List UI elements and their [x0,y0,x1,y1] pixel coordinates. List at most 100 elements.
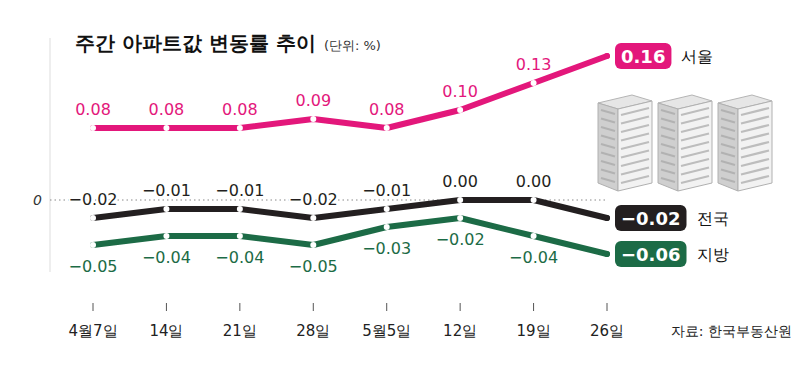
point-marker [384,125,390,131]
building-window [741,176,769,183]
point-marker [237,125,243,131]
series-name: 서울 [681,47,713,66]
building-window [601,161,615,165]
building-window [621,108,649,115]
building-window [621,159,649,166]
data-label: −0.01 [362,181,411,200]
building-window [601,110,615,114]
building-window [681,151,709,158]
building-window [661,119,675,123]
building-window [661,110,675,114]
point-marker [237,206,243,212]
data-label: 0.10 [442,82,478,101]
point-marker [604,53,610,59]
x-tick [166,303,167,311]
end-label: −0.06지방 [615,241,729,267]
data-label: 0.00 [516,172,552,191]
building-window [681,117,709,124]
building-window [661,153,675,157]
building-window [621,168,649,175]
y-axis [50,38,51,272]
data-label: 0.00 [442,172,478,191]
building-window [721,153,735,157]
y-tick-label: 0 [33,192,42,208]
x-tick [460,303,461,311]
x-tick-label: 21일 [223,322,257,340]
building-window [721,136,735,140]
end-label-box [615,241,687,267]
building-icon [598,95,772,191]
building-front [738,101,772,191]
x-tick-label: 12일 [443,322,477,340]
title: 주간 아파트값 변동률 추이 [75,31,316,55]
end-value-label: −0.02 [621,208,681,229]
data-label: −0.05 [289,257,338,276]
building-side [658,103,678,191]
building-window [681,125,709,132]
building-window [621,117,649,124]
x-tick-label: 14일 [149,322,183,340]
building-window [601,119,615,123]
building-window [601,144,615,148]
series-name: 전국 [697,209,729,228]
building-front [618,101,652,191]
data-label: 0.08 [149,100,185,119]
building-window [601,136,615,140]
data-label: 0.08 [222,100,258,119]
point-marker [531,197,537,203]
data-label: −0.04 [215,248,264,267]
end-label: 0.16 서울 [615,43,713,69]
building-window [681,108,709,115]
building-window [741,117,769,124]
data-label: 0.13 [516,55,552,74]
building-window [721,110,735,114]
data-label: −0.04 [142,248,191,267]
building-window [661,127,675,131]
building-window [661,161,675,165]
x-tick-label: 19일 [517,322,551,340]
building-window [721,170,735,174]
subtitle: (단위: %) [324,38,381,53]
series-line [93,56,607,128]
point-marker [457,197,463,203]
building-window [741,151,769,158]
x-tick [386,303,387,311]
building-window [601,127,615,131]
x-tick-label: 4월7일 [68,322,117,340]
point-marker [90,125,96,131]
building-window [741,159,769,166]
building-window [681,134,709,141]
point-marker [163,233,169,239]
data-label: −0.04 [509,248,558,267]
building-window [681,142,709,149]
source: 자료: 한국부동산원 [671,323,792,339]
end-value-label: 0.16 [621,46,665,67]
x-tick [533,303,534,311]
building-window [721,119,735,123]
building-window [661,144,675,148]
building-front [678,101,712,191]
data-label: −0.02 [436,230,485,249]
data-label: −0.01 [215,181,264,200]
building-window [681,168,709,175]
building-window [721,144,735,148]
building-window [721,178,735,182]
building-window [601,178,615,182]
point-marker [457,215,463,221]
building-window [681,159,709,166]
building-window [741,125,769,132]
building-window [661,170,675,174]
data-label: 0.09 [295,91,331,110]
building-window [681,176,709,183]
chart: 주간 아파트값 변동률 추이(단위: %)04월7일14일21일28일5월5일1… [0,0,800,369]
x-tick-label: 26일 [590,322,624,340]
series-name: 지방 [697,245,729,264]
point-marker [531,233,537,239]
building-window [621,151,649,158]
point-marker [310,116,316,122]
building-window [601,153,615,157]
x-tick [239,303,240,311]
end-label-box [615,43,671,69]
data-label: −0.01 [142,181,191,200]
point-marker [384,206,390,212]
